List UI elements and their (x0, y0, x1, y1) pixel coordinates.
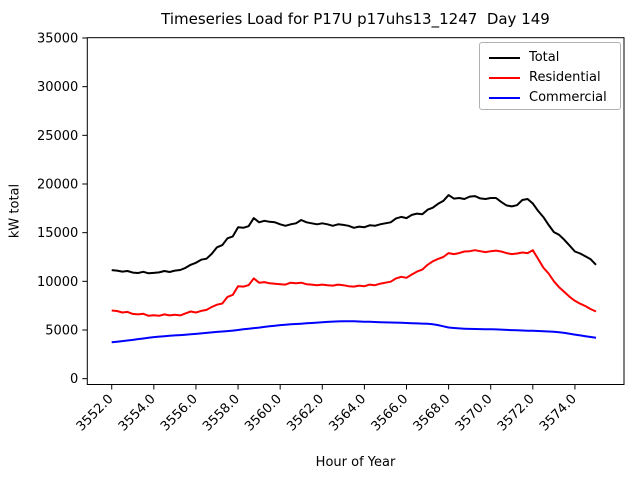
series-line-commercial (111, 320, 597, 344)
y-tick-label: 10000 (37, 275, 78, 290)
legend-entry-commercial: Commercial (489, 88, 620, 108)
legend-line-total-icon (489, 57, 520, 59)
chart-title: Timeseries Load for P17U p17uhs13_1247 D… (161, 10, 550, 28)
legend: Total Residential Commercial (479, 42, 621, 110)
legend-line-residential-icon (489, 77, 520, 79)
legend-label-total: Total (529, 50, 560, 65)
series-line-residential (111, 249, 597, 317)
x-tick-label: 3568.0 (411, 392, 454, 435)
y-tick-label: 15000 (37, 226, 78, 241)
x-tick-label: 3558.0 (200, 392, 243, 435)
y-axis-label: kW total (7, 183, 23, 239)
y-tick-label: 25000 (37, 129, 78, 144)
y-tick-label: 5000 (45, 323, 78, 338)
legend-label-residential: Residential (529, 70, 601, 85)
x-tick-label: 3552.0 (74, 392, 117, 435)
axes-frame (86, 37, 625, 385)
x-tick-label: 3554.0 (116, 392, 159, 435)
x-tick-label: 3564.0 (326, 392, 369, 435)
x-tick-label: 3574.0 (537, 392, 580, 435)
legend-entry-residential: Residential (489, 68, 620, 88)
x-tick-label: 3572.0 (495, 392, 538, 435)
legend-line-commercial-icon (489, 97, 520, 99)
series-line-total (111, 194, 597, 275)
y-tick-label: 30000 (37, 80, 78, 95)
x-tick-label: 3556.0 (158, 392, 201, 435)
x-axis-ticks: 3552.0 3554.0 3556.0 3558.0 3560.0 3562.0 3564… (74, 384, 580, 435)
y-tick-label: 0 (70, 372, 78, 387)
legend-entry-total: Total (489, 48, 620, 68)
x-tick-label: 3560.0 (242, 392, 285, 435)
y-tick-label: 35000 (37, 31, 78, 46)
x-tick-label: 3562.0 (284, 392, 327, 435)
y-axis-ticks: 0 5000 10000 15000 20000 25000 30000 35000 (37, 31, 88, 387)
x-tick-label: 3566.0 (369, 392, 412, 435)
y-tick-label: 20000 (37, 177, 78, 192)
x-axis-label: Hour of Year (315, 455, 396, 470)
legend-label-commercial: Commercial (529, 90, 607, 105)
x-tick-label: 3570.0 (453, 392, 496, 435)
